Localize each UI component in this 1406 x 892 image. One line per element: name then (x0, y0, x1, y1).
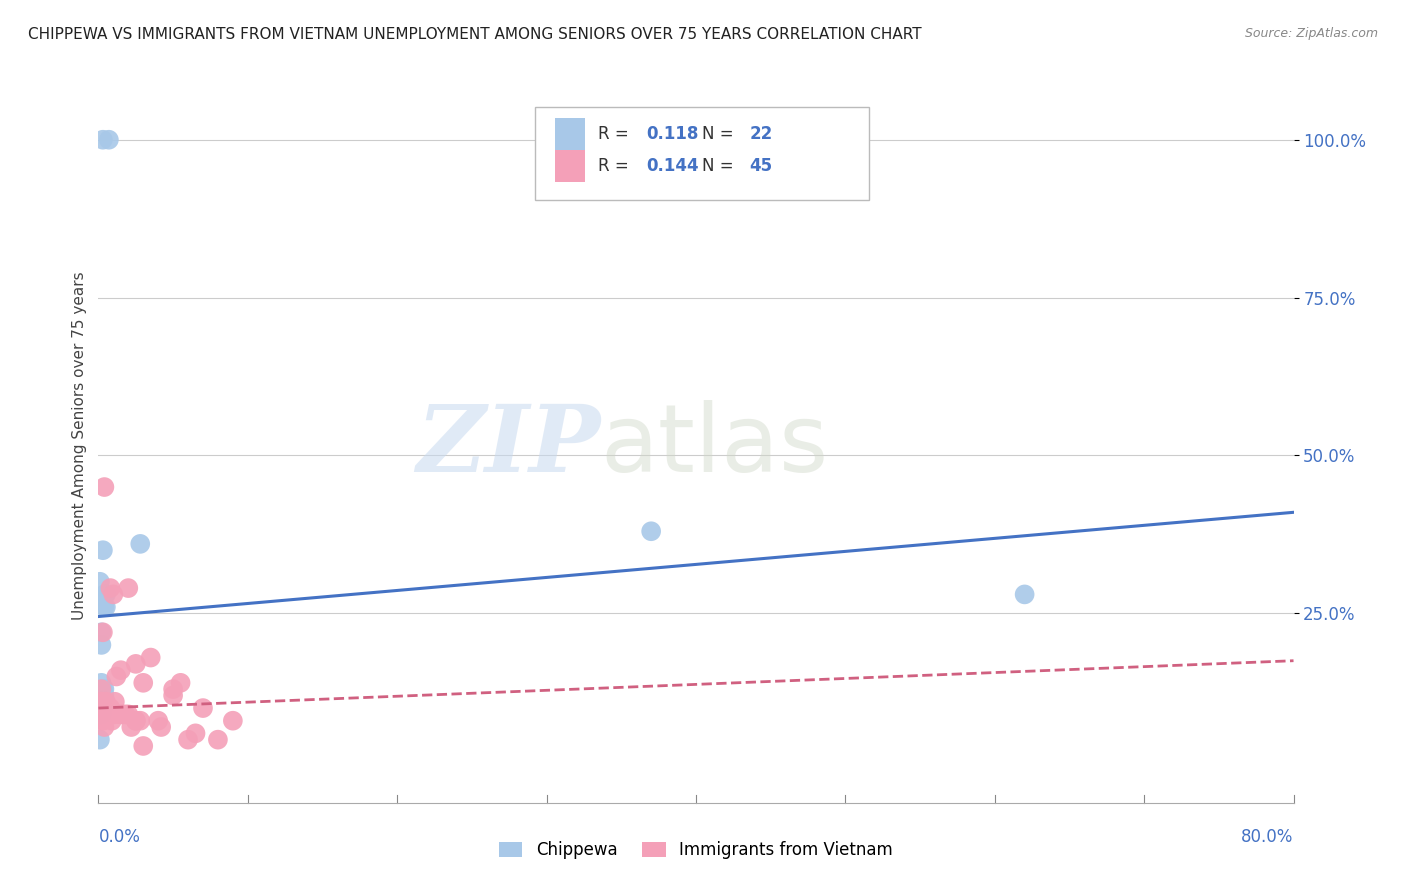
Point (125, 657, 148, 671)
Text: N =: N = (702, 125, 738, 143)
Point (132, 675, 155, 690)
Point (117, 581, 139, 595)
Point (93, 701, 115, 715)
Point (96, 701, 118, 715)
Point (110, 707, 132, 722)
Point (103, 587, 125, 601)
Text: atlas: atlas (600, 400, 828, 492)
Text: R =: R = (598, 157, 634, 175)
Point (93, 480, 115, 494)
Point (169, 675, 191, 690)
Point (98, 581, 122, 595)
Point (93, 689, 115, 703)
Point (94, 587, 117, 601)
Point (97, 133, 120, 147)
Point (125, 714, 148, 728)
Point (91, 701, 114, 715)
Point (110, 663, 132, 677)
FancyBboxPatch shape (534, 107, 869, 200)
FancyBboxPatch shape (555, 150, 585, 182)
Point (132, 739, 155, 753)
Text: CHIPPEWA VS IMMIGRANTS FROM VIETNAM UNEMPLOYMENT AMONG SENIORS OVER 75 YEARS COR: CHIPPEWA VS IMMIGRANTS FROM VIETNAM UNEM… (28, 27, 922, 42)
Point (162, 682, 184, 697)
Point (177, 732, 200, 747)
Point (222, 714, 245, 728)
Point (90, 689, 112, 703)
Point (111, 707, 134, 722)
Point (103, 707, 125, 722)
Point (207, 732, 229, 747)
Point (91, 714, 114, 728)
Point (94, 600, 117, 615)
Text: 22: 22 (749, 125, 773, 143)
Point (91, 133, 114, 147)
Point (89, 574, 111, 589)
Point (90, 695, 112, 709)
Point (103, 707, 125, 722)
Point (91, 682, 114, 697)
Point (90, 707, 112, 722)
Point (150, 720, 173, 734)
Point (93, 720, 115, 734)
Text: 0.118: 0.118 (645, 125, 699, 143)
Text: Source: ZipAtlas.com: Source: ZipAtlas.com (1244, 27, 1378, 40)
Point (129, 537, 152, 551)
Point (89, 732, 111, 747)
Point (93, 587, 115, 601)
Point (148, 714, 170, 728)
Point (114, 707, 136, 722)
Point (91, 625, 114, 640)
Point (93, 682, 115, 697)
Text: R =: R = (598, 125, 634, 143)
Point (90, 707, 112, 722)
Point (104, 695, 127, 709)
Point (90, 682, 112, 697)
Legend: Chippewa, Immigrants from Vietnam: Chippewa, Immigrants from Vietnam (492, 835, 900, 866)
Point (91, 701, 114, 715)
Point (125, 714, 148, 728)
Point (98, 701, 122, 715)
FancyBboxPatch shape (555, 118, 585, 150)
Text: 0.144: 0.144 (645, 157, 699, 175)
Point (101, 714, 124, 728)
Point (117, 707, 139, 722)
Point (97, 707, 120, 722)
Point (184, 726, 207, 740)
Text: 0.0%: 0.0% (98, 828, 141, 846)
Point (94, 695, 117, 709)
Point (93, 600, 115, 615)
Text: N =: N = (702, 157, 738, 175)
Point (91, 543, 114, 558)
Point (105, 669, 128, 683)
Y-axis label: Unemployment Among Seniors over 75 years: Unemployment Among Seniors over 75 years (72, 272, 87, 620)
Point (191, 701, 214, 715)
Point (90, 675, 112, 690)
Point (162, 689, 184, 703)
Point (139, 650, 162, 665)
Point (90, 638, 112, 652)
Point (96, 701, 118, 715)
Text: ZIP: ZIP (416, 401, 600, 491)
Point (90, 625, 112, 640)
Text: 45: 45 (749, 157, 773, 175)
Point (1014, 587, 1036, 601)
Text: 80.0%: 80.0% (1241, 828, 1294, 846)
Point (129, 714, 152, 728)
Point (120, 720, 142, 734)
Point (640, 524, 662, 539)
Point (90, 701, 112, 715)
